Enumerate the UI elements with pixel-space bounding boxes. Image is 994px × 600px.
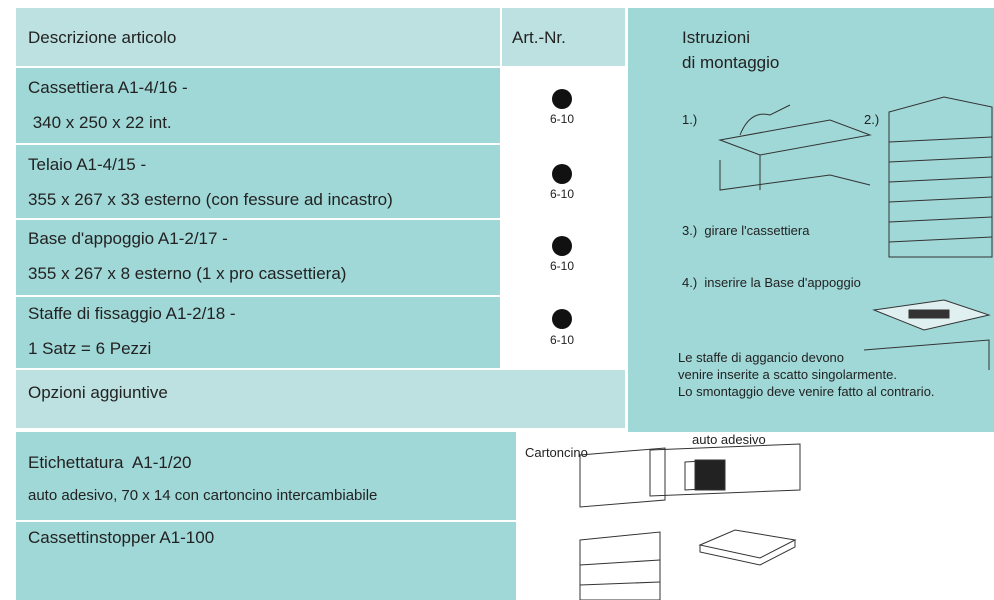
header-text: Art.-Nr. xyxy=(512,28,566,47)
option-text: auto adesivo, 70 x 14 con cartoncino int… xyxy=(28,487,378,504)
drawing-label: Cartoncino xyxy=(525,445,588,460)
options-header xyxy=(16,370,625,428)
stopper-drawing xyxy=(579,529,797,600)
row-text: Cassettiera A1-4/16 - xyxy=(28,78,188,97)
note: Lo smontaggio deve venire fatto al contr… xyxy=(678,384,935,399)
options-title: Opzioni aggiuntive xyxy=(28,383,168,402)
row-cell xyxy=(16,220,500,295)
option-text: Etichettatura A1-1/20 xyxy=(28,453,192,472)
instructions-title: di montaggio xyxy=(682,53,780,72)
art-nr: 6-10 xyxy=(550,187,575,201)
step: 4.) inserire la Base d'appoggio xyxy=(682,275,861,290)
header-cell xyxy=(16,8,500,66)
note: venire inserite a scatto singolarmente. xyxy=(678,367,897,382)
row-text: Base d'appoggio A1-2/17 - xyxy=(28,229,228,248)
row-text: 1 Satz = 6 Pezzi xyxy=(28,339,152,358)
availability-dot xyxy=(552,89,572,109)
availability-dot xyxy=(552,236,572,256)
row-cell xyxy=(16,297,500,368)
step: 1.) xyxy=(682,112,698,127)
art-nr: 6-10 xyxy=(550,333,575,347)
option-text: Cassettinstopper A1-100 xyxy=(28,528,215,547)
availability-dot xyxy=(552,164,572,184)
art-nr: 6-10 xyxy=(550,112,575,126)
drawing-label: auto adesivo xyxy=(692,432,766,447)
row-text: Staffe di fissaggio A1-2/18 - xyxy=(28,304,236,323)
row-text: Telaio A1-4/15 - xyxy=(28,155,147,174)
availability-dot xyxy=(552,309,572,329)
header-text: Descrizione articolo xyxy=(28,28,177,47)
row-text: 340 x 250 x 22 int. xyxy=(28,113,172,132)
row-cell xyxy=(16,68,500,143)
step1-drawing xyxy=(718,104,872,191)
label-drawing xyxy=(579,443,801,508)
header-cell xyxy=(502,8,625,66)
instructions-title: Istruzioni xyxy=(682,28,751,47)
step4-drawing xyxy=(863,299,991,370)
step: 2.) xyxy=(864,112,880,127)
option-cell xyxy=(16,522,516,600)
art-nr: 6-10 xyxy=(550,259,575,273)
row-text: 355 x 267 x 8 esterno (1 x pro cassettie… xyxy=(28,264,347,283)
step: 3.) girare l'cassettiera xyxy=(682,223,810,238)
row-text: 355 x 267 x 33 esterno (con fessure ad i… xyxy=(28,190,393,209)
note: Le staffe di aggancio devono xyxy=(678,350,845,365)
row-cell xyxy=(16,145,500,218)
option-cell xyxy=(16,432,516,520)
step2-drawing xyxy=(888,96,993,258)
